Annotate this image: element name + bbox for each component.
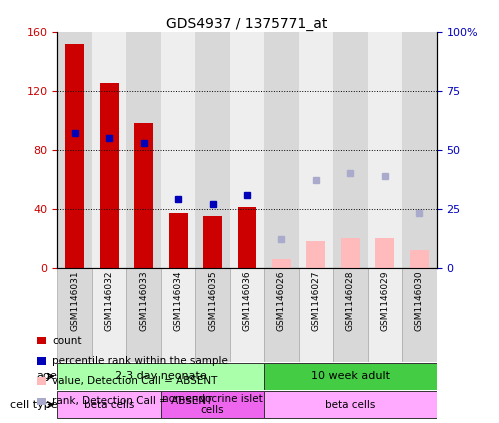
- Bar: [92, 32, 126, 268]
- Bar: [169, 213, 188, 268]
- Bar: [264, 391, 437, 418]
- Bar: [375, 238, 394, 268]
- Bar: [161, 32, 195, 268]
- Text: GSM1146034: GSM1146034: [174, 271, 183, 331]
- Bar: [57, 32, 92, 268]
- Text: beta cells: beta cells: [84, 400, 134, 409]
- Bar: [230, 32, 264, 268]
- Text: GSM1146033: GSM1146033: [139, 271, 148, 331]
- Bar: [410, 250, 429, 268]
- Text: non-endocrine islet
cells: non-endocrine islet cells: [162, 394, 263, 415]
- Text: GSM1146028: GSM1146028: [346, 271, 355, 331]
- Text: GSM1146026: GSM1146026: [277, 271, 286, 331]
- Bar: [299, 268, 333, 362]
- Text: GSM1146030: GSM1146030: [415, 271, 424, 331]
- Text: GSM1146035: GSM1146035: [208, 271, 217, 331]
- Bar: [203, 216, 222, 268]
- Text: percentile rank within the sample: percentile rank within the sample: [52, 356, 228, 366]
- Text: GSM1146029: GSM1146029: [380, 271, 389, 331]
- Text: GSM1146032: GSM1146032: [105, 271, 114, 331]
- Bar: [100, 83, 119, 268]
- Bar: [264, 268, 299, 362]
- Bar: [299, 32, 333, 268]
- Bar: [126, 32, 161, 268]
- Text: GSM1146036: GSM1146036: [243, 271, 251, 331]
- Text: GSM1146027: GSM1146027: [311, 271, 320, 331]
- Bar: [272, 259, 291, 268]
- Bar: [57, 363, 264, 390]
- Text: value, Detection Call = ABSENT: value, Detection Call = ABSENT: [52, 376, 218, 386]
- Bar: [306, 241, 325, 268]
- Bar: [92, 268, 126, 362]
- Bar: [195, 32, 230, 268]
- Text: 10 week adult: 10 week adult: [311, 371, 390, 381]
- Bar: [230, 268, 264, 362]
- Text: GSM1146031: GSM1146031: [70, 271, 79, 331]
- Bar: [333, 32, 368, 268]
- Bar: [126, 268, 161, 362]
- Text: count: count: [52, 335, 82, 346]
- Text: 2-3 day neonate: 2-3 day neonate: [115, 371, 207, 381]
- Bar: [57, 268, 92, 362]
- Text: age: age: [37, 371, 58, 381]
- Bar: [368, 32, 402, 268]
- Bar: [264, 32, 299, 268]
- Bar: [57, 391, 161, 418]
- Text: rank, Detection Call = ABSENT: rank, Detection Call = ABSENT: [52, 396, 213, 407]
- Bar: [65, 44, 84, 268]
- Bar: [134, 123, 153, 268]
- Bar: [402, 268, 437, 362]
- Bar: [368, 268, 402, 362]
- Bar: [341, 238, 360, 268]
- Title: GDS4937 / 1375771_at: GDS4937 / 1375771_at: [166, 16, 328, 31]
- Bar: [161, 391, 264, 418]
- Bar: [264, 363, 437, 390]
- Bar: [238, 207, 256, 268]
- Text: cell type: cell type: [10, 400, 58, 409]
- Text: beta cells: beta cells: [325, 400, 376, 409]
- Bar: [402, 32, 437, 268]
- Bar: [161, 268, 195, 362]
- Bar: [333, 268, 368, 362]
- Bar: [195, 268, 230, 362]
